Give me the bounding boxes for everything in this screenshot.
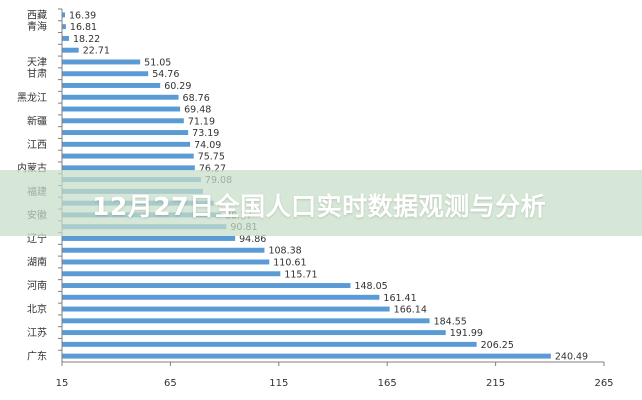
- value-label: 76.27: [199, 163, 226, 174]
- bar: [62, 83, 161, 88]
- value-label: 18.22: [73, 34, 100, 45]
- value-label: 110.61: [273, 257, 306, 268]
- bar: [62, 106, 181, 112]
- category-label: 江西: [27, 139, 47, 151]
- bar: [62, 330, 446, 336]
- value-label: 22.71: [83, 46, 110, 57]
- category-label: 天津: [27, 56, 47, 68]
- value-label: 69.48: [184, 105, 211, 116]
- bar: [62, 24, 66, 30]
- bar: [62, 94, 179, 100]
- category-label: 广东: [27, 350, 47, 363]
- bar: [62, 318, 430, 324]
- category-label: 黑龙江: [17, 91, 47, 104]
- x-tick-label: 165: [378, 378, 397, 389]
- bar: [62, 165, 195, 171]
- value-label: 148.05: [354, 281, 387, 292]
- title-banner: 12月27日全国人口实时数据观测与分析: [0, 170, 642, 236]
- bar: [62, 35, 69, 41]
- value-label: 94.86: [239, 234, 266, 245]
- x-tick-label: 115: [269, 378, 288, 389]
- bar: [62, 283, 351, 288]
- category-label: 江苏: [27, 326, 47, 339]
- bar: [62, 118, 184, 124]
- x-tick-label: 15: [56, 378, 69, 389]
- value-label: 206.25: [481, 340, 514, 351]
- value-label: 115.71: [284, 269, 317, 280]
- category-label: 新疆: [27, 114, 47, 127]
- banner-title: 12月27日全国人口实时数据观测与分析: [92, 192, 547, 221]
- category-label: 甘肃: [27, 67, 47, 80]
- bar: [62, 294, 380, 300]
- bar: [62, 247, 265, 253]
- category-label: 西藏: [27, 9, 47, 21]
- bar: [62, 271, 281, 277]
- bar: [62, 341, 477, 347]
- value-label: 184.55: [434, 316, 467, 327]
- bar: [62, 71, 149, 77]
- category-label: 青海: [27, 20, 47, 33]
- value-label: 71.19: [188, 116, 215, 127]
- value-label: 161.41: [383, 293, 416, 304]
- value-label: 75.75: [198, 152, 225, 163]
- category-label: 湖南: [27, 255, 47, 268]
- value-label: 51.05: [144, 57, 171, 68]
- value-label: 60.29: [164, 81, 191, 92]
- x-tick-label: 265: [594, 378, 613, 389]
- bar: [62, 47, 79, 53]
- bar: [62, 353, 551, 359]
- value-label: 73.19: [192, 128, 219, 139]
- bar: [62, 306, 390, 312]
- value-label: 108.38: [268, 246, 301, 257]
- bar: [62, 141, 191, 147]
- value-label: 54.76: [152, 69, 179, 80]
- category-label: 河南: [27, 279, 47, 292]
- value-label: 74.09: [194, 140, 221, 151]
- bar: [62, 130, 189, 136]
- bar: [62, 153, 194, 159]
- value-label: 240.49: [555, 352, 588, 363]
- bar: [62, 235, 236, 241]
- x-tick-label: 215: [486, 378, 505, 389]
- value-label: 16.81: [70, 22, 97, 33]
- x-tick-label: 65: [164, 378, 177, 389]
- bar: [62, 259, 270, 265]
- bar: [62, 12, 66, 18]
- bar: [62, 59, 141, 65]
- value-label: 68.76: [183, 93, 210, 104]
- value-label: 16.39: [69, 10, 96, 21]
- category-label: 北京: [27, 303, 47, 316]
- value-label: 191.99: [450, 328, 483, 339]
- value-label: 166.14: [394, 305, 427, 316]
